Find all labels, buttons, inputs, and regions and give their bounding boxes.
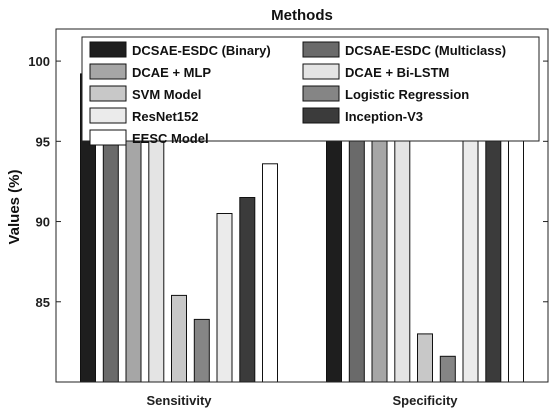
bar — [262, 163, 278, 383]
legend-swatch — [302, 41, 340, 58]
y-tick-label: 100 — [28, 54, 50, 69]
legend-swatch — [89, 85, 127, 102]
chart-title: Methods — [271, 7, 333, 24]
y-tick-label: 90 — [36, 215, 50, 230]
legend-label: ResNet152 — [132, 109, 199, 124]
x-axis-ticks: Sensitivity Specificity — [146, 393, 458, 408]
legend-swatch — [89, 129, 127, 146]
legend-label: DCAE + MLP — [132, 65, 211, 80]
legend-swatch — [89, 107, 127, 124]
plot-frame — [55, 28, 549, 383]
bar — [193, 318, 210, 383]
legend-swatch — [302, 85, 340, 102]
legend-label: Inception-V3 — [345, 109, 423, 124]
legend: DCSAE-ESDC (Binary) DCSAE-ESDC (Multiclas… — [81, 36, 540, 146]
legend-swatch — [302, 107, 340, 124]
bar — [462, 110, 479, 383]
legend-label: EESC Model — [132, 131, 209, 146]
legend-swatch — [89, 41, 127, 58]
y-axis-ticks: 85 90 95 100 — [28, 54, 548, 310]
x-tick-label: Specificity — [392, 393, 458, 408]
bar — [485, 107, 502, 383]
bar — [439, 355, 456, 383]
y-tick-label: 95 — [36, 134, 50, 149]
legend-label: Logistic Regression — [345, 87, 469, 102]
bar — [171, 294, 187, 383]
legend-label: SVM Model — [132, 87, 201, 102]
bar — [417, 333, 433, 383]
legend-label: DCSAE-ESDC (Multiclass) — [345, 43, 506, 58]
legend-label: DCSAE-ESDC (Binary) — [132, 43, 271, 58]
y-axis-label: Values (%) — [6, 169, 23, 244]
legend-swatch — [302, 63, 340, 80]
bar — [216, 213, 233, 383]
bars-layer — [80, 71, 524, 383]
x-tick-label: Sensitivity — [146, 393, 212, 408]
legend-swatch — [89, 63, 127, 80]
y-tick-label: 85 — [36, 295, 50, 310]
legend-label: DCAE + Bi-LSTM — [345, 65, 449, 80]
bar — [239, 197, 256, 383]
